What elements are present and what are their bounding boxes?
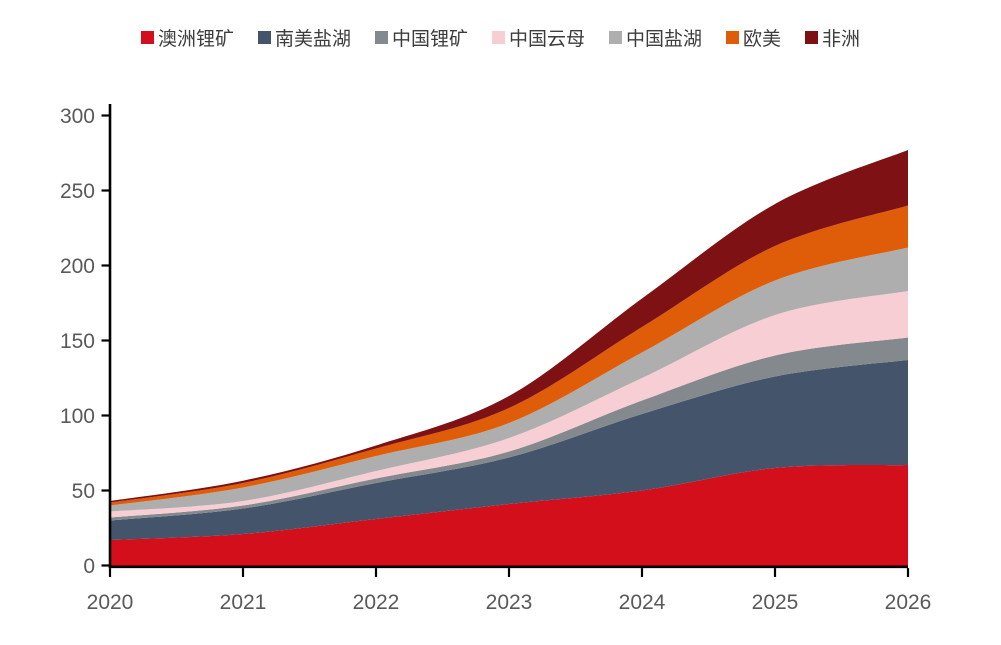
legend-item: 南美盐湖: [257, 24, 351, 51]
legend-swatch-icon: [726, 30, 740, 44]
legend-label: 中国盐湖: [626, 28, 703, 50]
legend-label: 中国云母: [508, 28, 585, 50]
x-axis-tick-label: 2024: [619, 591, 666, 614]
legend-swatch-icon: [609, 30, 622, 44]
area-series-中国锂矿: [110, 337, 908, 521]
x-axis-tick-label: 2025: [752, 591, 799, 614]
x-axis-tick-label: 2023: [486, 591, 533, 614]
area-series-欧美: [110, 205, 908, 506]
y-axis-tick-label: 250: [60, 180, 95, 203]
legend-swatch-icon: [140, 30, 154, 44]
chart-legend: 澳洲锂矿 南美盐湖 中国锂矿 中国云母 中国盐湖 欧美 非洲: [0, 24, 1001, 50]
legend-item: 澳洲锂矿: [140, 24, 234, 51]
x-axis-tick-label: 2026: [885, 591, 932, 614]
y-axis-tick-label: 150: [60, 330, 95, 353]
x-axis-tick-label: 2020: [87, 591, 134, 614]
legend-label: 澳洲锂矿: [157, 28, 234, 50]
x-axis-tick-label: 2022: [353, 591, 400, 614]
legend-label: 欧美: [743, 28, 782, 50]
legend-item: 中国锂矿: [374, 24, 468, 51]
y-axis-tick-label: 200: [60, 255, 95, 278]
x-axis-tick-label: 2021: [220, 591, 267, 614]
legend-swatch-icon: [491, 30, 505, 44]
legend-label: 非洲: [822, 28, 861, 50]
legend-swatch-icon: [374, 30, 388, 44]
legend-label: 南美盐湖: [274, 28, 351, 50]
area-series-南美盐湖: [110, 360, 908, 540]
legend-item: 欧美: [726, 24, 781, 51]
area-series-中国云母: [110, 291, 908, 518]
legend-item: 中国云母: [491, 24, 585, 51]
legend-swatch-icon: [805, 30, 819, 44]
y-axis-tick-label: 300: [60, 105, 95, 128]
legend-swatch-icon: [257, 30, 271, 44]
legend-item: 中国盐湖: [609, 24, 702, 51]
area-series-中国盐湖: [110, 247, 908, 512]
area-series-澳洲锂矿: [110, 465, 908, 566]
y-axis-tick-label: 100: [60, 405, 95, 428]
legend-item: 非洲: [805, 24, 860, 51]
y-axis-tick-label: 50: [72, 480, 95, 503]
y-axis-tick-label: 0: [83, 555, 95, 578]
area-series-非洲: [110, 150, 908, 503]
legend-label: 中国锂矿: [391, 28, 468, 50]
